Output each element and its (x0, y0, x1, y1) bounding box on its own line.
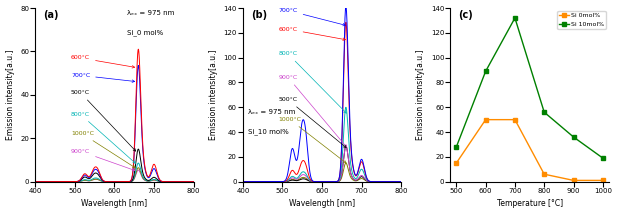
Text: λₑₓ = 975 nm: λₑₓ = 975 nm (127, 10, 174, 16)
Si 10mol% (570, 136, 577, 138)
Line: Si 10mol%: Si 10mol% (454, 16, 605, 160)
Text: Si_10 mol%: Si_10 mol% (248, 128, 289, 135)
Si 10mol% (511, 17, 519, 19)
Y-axis label: Emission intensity[a.u.]: Emission intensity[a.u.] (209, 50, 218, 140)
Text: (a): (a) (43, 10, 59, 20)
X-axis label: Wavelength [nm]: Wavelength [nm] (289, 199, 355, 208)
Text: 700°C: 700°C (71, 73, 135, 82)
Text: 600°C: 600°C (279, 27, 345, 40)
Text: 800°C: 800°C (71, 112, 135, 163)
Text: 900°C: 900°C (279, 75, 347, 147)
Line: Si 0mol%: Si 0mol% (454, 117, 605, 183)
Si 10mol% (541, 111, 548, 113)
Text: λₑₓ = 975 nm: λₑₓ = 975 nm (248, 109, 295, 115)
X-axis label: Wavelength [nm]: Wavelength [nm] (82, 199, 148, 208)
Y-axis label: Emission intensity[a.u.]: Emission intensity[a.u.] (416, 50, 425, 140)
Legend: Si 0mol%, Si 10mol%: Si 0mol%, Si 10mol% (557, 11, 606, 29)
Si 0mol% (482, 118, 489, 121)
X-axis label: Temperature [°C]: Temperature [°C] (496, 199, 562, 208)
Si 0mol% (511, 118, 519, 121)
Text: 1000°C: 1000°C (71, 131, 135, 168)
Si 10mol% (452, 146, 460, 148)
Si 0mol% (570, 179, 577, 182)
Text: 500°C: 500°C (279, 97, 346, 148)
Si 0mol% (599, 179, 606, 182)
Text: (b): (b) (251, 10, 267, 20)
Text: (c): (c) (459, 10, 473, 20)
Si 0mol% (541, 173, 548, 175)
Si 0mol% (452, 162, 460, 164)
Text: 700°C: 700°C (279, 8, 345, 26)
Text: 900°C: 900°C (71, 149, 135, 171)
Text: 1000°C: 1000°C (279, 117, 346, 163)
Text: 500°C: 500°C (71, 90, 136, 151)
Text: 600°C: 600°C (71, 55, 135, 68)
Si 10mol% (599, 157, 606, 159)
Text: Si_0 mol%: Si_0 mol% (127, 29, 163, 36)
Text: 800°C: 800°C (279, 51, 347, 113)
Si 10mol% (482, 70, 489, 73)
Y-axis label: Emission intensity[a.u.]: Emission intensity[a.u.] (6, 50, 15, 140)
